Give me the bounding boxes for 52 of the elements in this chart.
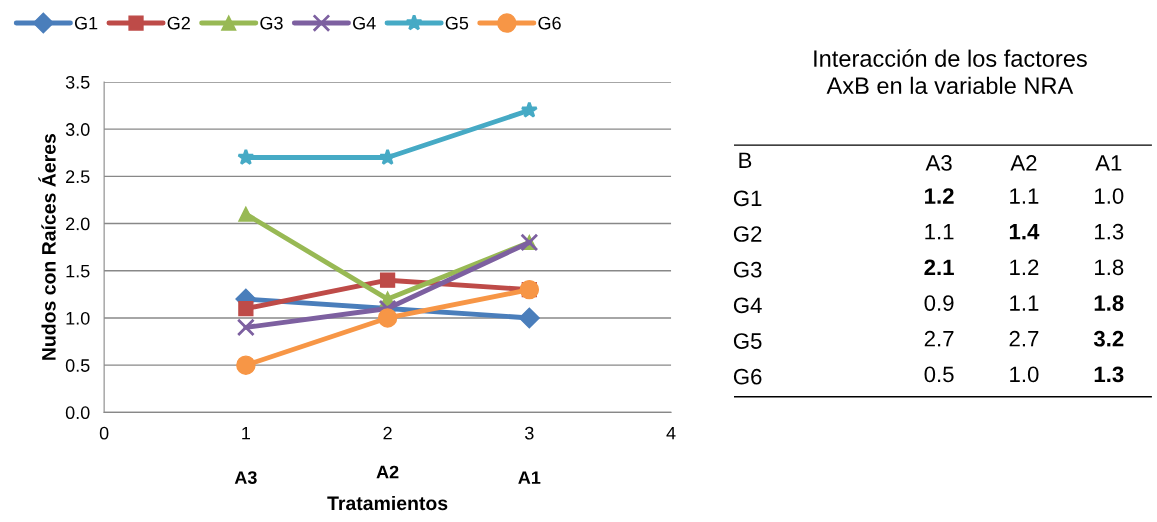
y-axis-title: B [739, 152, 752, 168]
y-tick-label: G3 [733, 261, 762, 278]
legend-label: G2 [167, 16, 190, 30]
legend-label: G3 [260, 16, 283, 30]
data-label: 2.7 [924, 330, 954, 347]
data-label: 1.3 [1094, 366, 1124, 383]
text: A2 [376, 465, 399, 479]
x-tick-label: A1 [1095, 155, 1122, 171]
x-tick-label: 4 [666, 426, 676, 440]
y-tick-label: 1.0 [66, 311, 90, 325]
data-label: 1.2 [925, 188, 954, 204]
data-label: 0.5 [924, 366, 954, 383]
y-tick-label: G6 [733, 368, 762, 385]
x-axis-title: Tratamientos [327, 495, 448, 511]
y-tick-label: 0.0 [65, 406, 90, 420]
data-label: 1.8 [1095, 259, 1124, 276]
legend-label: G4 [353, 16, 376, 30]
data-label: 1.1 [1010, 295, 1039, 311]
y-tick-label: G5 [733, 333, 762, 349]
x-tick-label: 3 [525, 426, 534, 440]
y-tick-label: 1.5 [66, 264, 90, 278]
data-label: 1.0 [1010, 366, 1039, 383]
x-tick-label: 2 [383, 426, 392, 440]
data-label: 0.9 [924, 295, 954, 311]
y-tick-label: 2.0 [66, 217, 90, 231]
x-tick-label: 0 [99, 426, 109, 440]
text: A1 [518, 471, 541, 484]
legend-label: G6 [538, 16, 561, 30]
data-label: 1.1 [1010, 188, 1039, 204]
y-tick-label: G1 [733, 190, 762, 207]
y-tick-label: 2.5 [66, 170, 90, 184]
data-label: 1.4 [1009, 224, 1040, 240]
data-label: 1.0 [1095, 188, 1124, 204]
legend-label: G5 [445, 16, 469, 30]
y-tick-label: G2 [733, 226, 762, 242]
y-axis-title: Nudos con Raíces Áeres [38, 133, 56, 360]
data-label: 2.1 [924, 259, 954, 276]
x-tick-label: 1 [242, 426, 250, 440]
data-label: 2.7 [1009, 330, 1039, 347]
y-tick-label: 3.0 [65, 123, 90, 136]
x-tick-label: A3 [925, 155, 952, 171]
y-tick-label: G4 [733, 297, 762, 314]
data-label: 1.2 [1010, 259, 1039, 276]
data-label: 1.1 [925, 224, 954, 240]
x-tick-label: A2 [1010, 155, 1037, 171]
chart-title: Interacción de los factores AxB en la variable NRA [814, 49, 1087, 95]
y-tick-label: 3.5 [65, 75, 90, 89]
data-label: 3.2 [1093, 330, 1124, 347]
text: A3 [234, 471, 257, 484]
data-label: 1.8 [1094, 295, 1124, 311]
data-label: 1.3 [1095, 223, 1124, 240]
y-tick-label: 0.5 [65, 359, 90, 372]
